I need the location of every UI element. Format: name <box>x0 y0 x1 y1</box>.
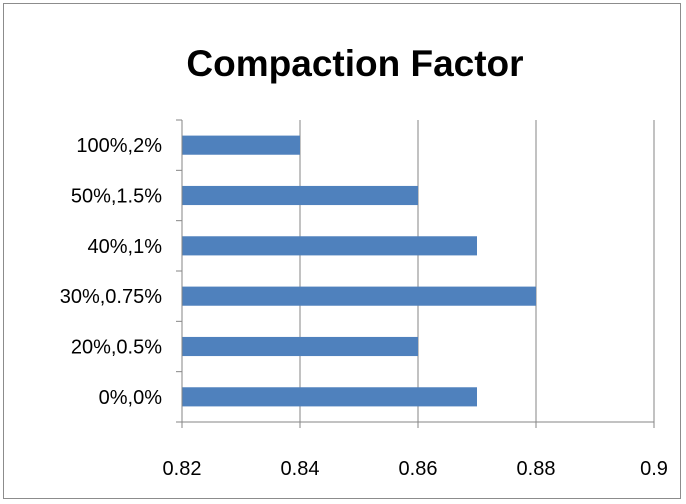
bars <box>182 135 536 407</box>
bar <box>182 336 418 357</box>
bar <box>182 236 477 256</box>
y-tick-label: 20%,0.5% <box>71 337 162 359</box>
chart-title: Compaction Factor <box>186 43 523 84</box>
y-tick-label: 50%,1.5% <box>71 186 162 208</box>
y-tick-label: 100%,2% <box>76 135 162 157</box>
bar <box>182 135 300 155</box>
x-tick-label: 0.9 <box>640 458 668 480</box>
x-tick-label: 0.82 <box>163 458 202 480</box>
gridlines <box>299 120 655 422</box>
bar <box>182 286 536 306</box>
x-tick-label: 0.88 <box>517 458 556 480</box>
axes <box>176 119 655 428</box>
bar <box>182 185 418 206</box>
bar <box>182 387 477 407</box>
tick-labels: 0%,0% 20%,0.5% 30%,0.75% 40%,1% 50%,1.5% 100%… <box>60 135 668 480</box>
x-tick-label: 0.86 <box>399 458 438 480</box>
y-tick-label: 30%,0.75% <box>60 286 163 308</box>
y-tick-label: 40%,1% <box>88 236 163 258</box>
y-tick-label: 0%,0% <box>99 387 163 409</box>
x-tick-label: 0.84 <box>281 458 320 480</box>
